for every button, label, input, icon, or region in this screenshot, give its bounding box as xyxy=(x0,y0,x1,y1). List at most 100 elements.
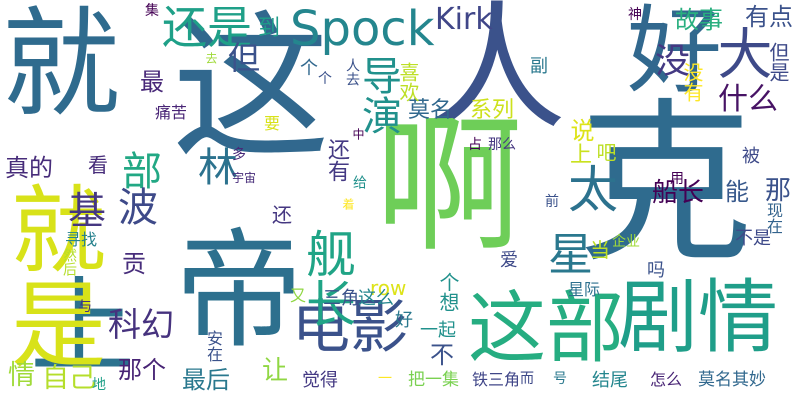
cloud-word: 但 xyxy=(228,39,261,77)
cloud-word: 然后 xyxy=(61,248,77,276)
cloud-word: 波 xyxy=(118,185,158,231)
cloud-word: 就是 xyxy=(0,180,105,370)
cloud-word: 故事 xyxy=(675,6,723,34)
cloud-word: 莫名其妙 xyxy=(698,370,766,390)
cloud-word: 与 xyxy=(78,299,92,315)
cloud-word: 三角 xyxy=(323,288,359,309)
cloud-word: 觉得 xyxy=(302,370,338,391)
cloud-word: 这部 xyxy=(468,284,625,374)
cloud-word: 一起 xyxy=(420,320,456,341)
cloud-word: 还 xyxy=(272,203,292,227)
cloud-word: 电影 xyxy=(292,293,409,361)
cloud-word: 还有 xyxy=(324,138,349,182)
cloud-word: 剧情 xyxy=(618,271,778,364)
cloud-word: 但是 xyxy=(766,42,790,82)
cloud-word: 怎么 xyxy=(650,370,683,389)
cloud-word: 地 xyxy=(92,377,106,393)
cloud-word: 人 xyxy=(428,0,567,149)
cloud-word: 上 xyxy=(570,143,593,168)
cloud-word: 着 xyxy=(341,198,355,210)
cloud-word: 把一集 xyxy=(408,370,459,390)
cloud-word: 结尾 xyxy=(592,370,628,391)
cloud-word: 导演 xyxy=(355,55,401,135)
cloud-word: 企业 xyxy=(612,234,640,250)
cloud-word: 而 xyxy=(520,371,534,387)
cloud-word: 去 xyxy=(204,52,218,64)
cloud-word: 舰长 xyxy=(298,228,356,328)
cloud-word: 就 xyxy=(2,0,121,133)
cloud-word: 给 xyxy=(351,175,367,189)
cloud-word: 神 xyxy=(628,7,642,23)
cloud-word: 情 xyxy=(8,360,35,391)
cloud-word: 最 xyxy=(140,68,164,96)
cloud-word: 号 xyxy=(553,371,567,387)
cloud-word: 用 xyxy=(670,171,684,187)
cloud-word: 大 xyxy=(708,25,772,80)
cloud-word: row xyxy=(370,276,407,300)
cloud-word: 吗 xyxy=(644,260,665,278)
cloud-word: 自己 xyxy=(42,363,96,394)
cloud-word: 喜欢 xyxy=(396,62,420,102)
cloud-word: 什么 xyxy=(718,82,778,117)
cloud-word: 莫名 xyxy=(408,98,453,123)
cloud-word: 寻找 xyxy=(65,230,98,249)
cloud-word: 中 xyxy=(351,128,365,140)
cloud-word: 多 xyxy=(232,147,246,163)
cloud-word: 到 xyxy=(258,16,281,41)
cloud-word: 有点 xyxy=(745,3,793,31)
cloud-word: 现在 xyxy=(764,202,783,234)
cloud-word: 个 xyxy=(300,58,318,79)
cloud-word: 克 xyxy=(578,84,753,287)
cloud-word: 好 xyxy=(611,0,721,95)
cloud-word: 个 xyxy=(318,71,332,87)
cloud-word: 让 xyxy=(262,356,289,386)
cloud-word: 系列 xyxy=(470,98,515,123)
cloud-word: 又 xyxy=(290,286,307,305)
cloud-word: 好 xyxy=(395,310,413,331)
cloud-word: 铁三角 xyxy=(472,370,521,389)
cloud-word: Spock xyxy=(290,1,435,57)
cloud-word: 那个 xyxy=(118,356,166,384)
cloud-word: 林 xyxy=(198,145,238,191)
cloud-word: 这 xyxy=(172,0,330,181)
cloud-word: 那么 xyxy=(488,137,516,153)
cloud-word: Kirk xyxy=(435,2,493,37)
cloud-word: 真的 xyxy=(5,154,53,182)
cloud-word: 帝 xyxy=(175,217,304,366)
cloud-word: 那 xyxy=(765,176,792,206)
cloud-word: 一 xyxy=(378,371,392,387)
cloud-word: 船长 xyxy=(652,178,705,208)
cloud-word: 要 xyxy=(261,115,280,131)
cloud-word: 贡 xyxy=(122,250,146,278)
cloud-word: 最后 xyxy=(182,366,230,394)
cloud-word: 说 xyxy=(566,118,594,142)
cloud-word: 基 xyxy=(68,189,107,233)
cloud-word: 没有 xyxy=(680,62,704,102)
cloud-word: 人去 xyxy=(344,58,360,86)
cloud-word: 前 xyxy=(545,194,559,210)
cloud-word: 当 xyxy=(590,238,610,262)
cloud-word: 没 xyxy=(655,42,691,82)
cloud-word: 宇宙 xyxy=(232,171,257,185)
cloud-word: 看 xyxy=(88,153,108,177)
cloud-word: 这么 xyxy=(358,288,394,309)
cloud-word: 科幻 xyxy=(108,305,174,344)
cloud-word: 占 xyxy=(468,137,482,153)
cloud-word: 还是 xyxy=(162,1,253,54)
cloud-word: 能 xyxy=(725,178,749,206)
cloud-word: 被 xyxy=(742,146,760,167)
cloud-word: 爱 xyxy=(500,250,518,271)
cloud-word: 吧 xyxy=(593,142,617,162)
cloud-word: 集 xyxy=(145,3,159,19)
cloud-word: 啊 xyxy=(375,100,523,272)
cloud-word: 星 xyxy=(548,228,594,281)
cloud-word: 副 xyxy=(530,56,548,77)
cloud-word: 个想 xyxy=(436,272,460,312)
cloud-word: 星际 xyxy=(568,280,601,299)
cloud-word: 安在 xyxy=(204,330,223,362)
cloud-word: 部 xyxy=(115,150,161,190)
cloud-word: 不是 xyxy=(735,228,771,249)
cloud-word: 痛苦 xyxy=(155,103,188,122)
cloud-word: 上 xyxy=(30,266,136,388)
